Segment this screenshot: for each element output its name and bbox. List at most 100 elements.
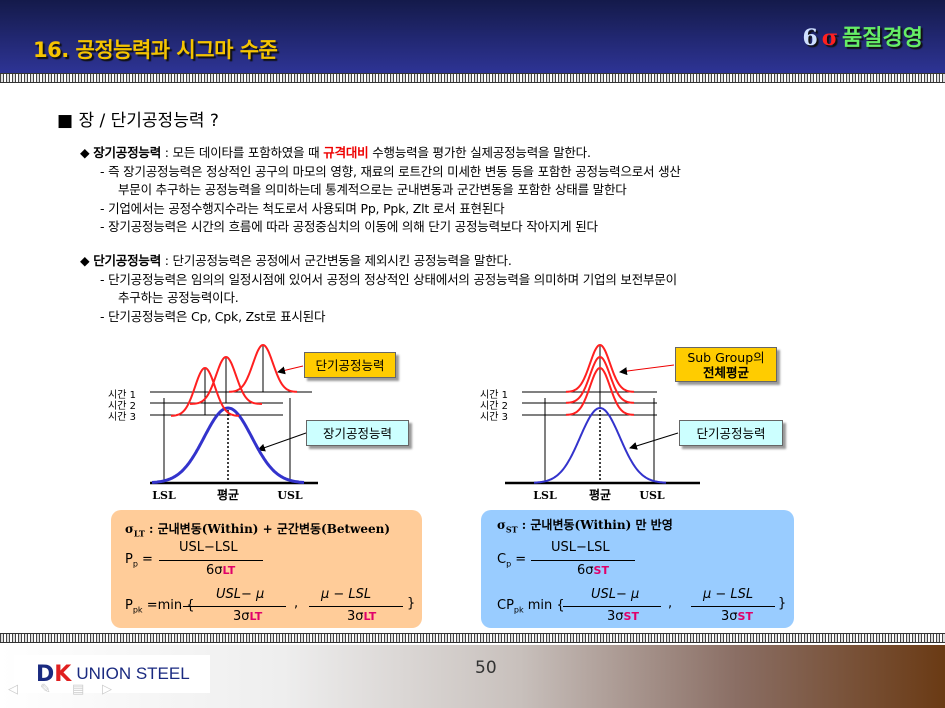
usl-label: USL: [277, 489, 303, 502]
eq: =: [511, 552, 527, 567]
time-label-2: 시간 2: [108, 400, 136, 412]
den: 6σ: [206, 563, 223, 578]
next-slide-icon[interactable]: ▷: [102, 682, 112, 697]
meander-border-top: [0, 73, 945, 83]
lsl-label: LSL: [533, 489, 557, 502]
cpk: CP: [497, 598, 514, 613]
fraction-bar: [183, 606, 286, 607]
pp-numerator: USL−LSL: [179, 540, 238, 555]
sigma: σ: [497, 518, 506, 532]
mean-label: 평균: [217, 488, 239, 502]
den: 6σ: [577, 563, 594, 578]
brace: }: [778, 596, 787, 611]
sigma-lt-desc: σLT : 군내변동(Within) + 군간변동(Between): [125, 520, 390, 538]
bullet-line: - 기업에서는 공정수행지수라는 척도로서 사용되며 Pp, Ppk, Zlt …: [100, 200, 505, 216]
sub: LT: [222, 564, 236, 577]
callout-arrow: [629, 432, 679, 450]
callout-line: 전체평균: [702, 364, 749, 380]
desc: : 군내변동(Within) 만 반영: [517, 518, 673, 532]
eq: =min {: [142, 598, 195, 613]
long-term-block: ◆ 장기공정능력 : 모든 데이타를 포함하였을 때 규격대비 수행능력을 평가…: [80, 144, 681, 237]
long-term-curve: [151, 406, 305, 484]
callout-arrow: [619, 364, 675, 376]
logo-dk: DK: [36, 662, 71, 687]
cp: C: [497, 552, 507, 567]
short-term-term: 단기공정능력: [93, 253, 161, 268]
cpk-den-2: 3σST: [721, 609, 753, 624]
callout-subgroup: Sub Group의 전체평균: [675, 347, 777, 382]
slide-header: [0, 0, 945, 74]
formula-box-long-term: σLT : 군내변동(Within) + 군간변동(Between) Pp = …: [111, 510, 422, 628]
short-term-block: ◆ 단기공정능력 : 단기공정능력은 공정에서 군간변동을 제외시킨 공정능력을…: [80, 252, 677, 326]
sub: LT: [363, 610, 377, 623]
fraction-bar: [691, 606, 775, 607]
long-term-term: 장기공정능력: [93, 145, 161, 160]
sub: p: [132, 559, 138, 569]
pp-label: Pp =: [125, 552, 153, 569]
slide-title: 16. 공정능력과 시그마 수준: [33, 38, 278, 62]
sub: LT: [249, 610, 263, 623]
den: 3σ: [721, 609, 738, 624]
cp-label: Cp =: [497, 552, 526, 569]
brand-6sigma: 6 σ 품질경영: [802, 20, 923, 52]
den: 3σ: [347, 609, 364, 624]
callout-short-term-right: 단기공정능력: [679, 420, 783, 446]
formula-box-short-term: σST : 군내변동(Within) 만 반영 Cp = USL−LSL 6σS…: [481, 510, 794, 628]
sub: ST: [737, 610, 753, 623]
logo-text: UNION STEEL: [76, 664, 190, 683]
sub: ST: [623, 610, 639, 623]
long-term-def: ◆ 장기공정능력 : 모든 데이타를 포함하였을 때 규격대비 수행능력을 평가…: [80, 145, 591, 160]
short-term-curve-3: [170, 366, 240, 417]
subgroup-curve-3: [565, 366, 635, 416]
time-label-3: 시간 3: [480, 411, 508, 423]
short-term-diagram: 시간 1 시간 2 시간 3 LSL 평균 USL: [480, 345, 700, 502]
short-term-curve-1: [228, 343, 298, 393]
cpk-num-1: USL− μ: [591, 587, 640, 602]
highlight-spec: 규격대비: [323, 145, 369, 160]
mean-label: 평균: [589, 488, 611, 502]
bullet-line: - 단기공정능력은 Cp, Cpk, Zst로 표시된다: [100, 308, 326, 324]
def-text: : 모든 데이타를 포함하였을 때: [161, 145, 324, 160]
ppk: P: [125, 598, 133, 613]
section-title: ■ 장 / 단기공정능력 ?: [57, 111, 219, 131]
usl-label: USL: [639, 489, 665, 502]
bullet-line: - 장기공정능력은 시간의 흐름에 따라 공정중심치의 이동에 의해 단기 공정…: [100, 219, 598, 235]
callout-long-term: 장기공정능력: [306, 420, 409, 446]
cpk-den-1: 3σST: [607, 609, 639, 624]
sigma-st-desc: σST : 군내변동(Within) 만 반영: [497, 516, 673, 534]
time-label-2: 시간 2: [480, 400, 508, 412]
menu-icon[interactable]: ▤: [72, 682, 85, 697]
sigma: σ: [125, 522, 134, 536]
cp-denominator: 6σST: [577, 563, 609, 578]
eq: =: [137, 552, 153, 567]
cp-numerator: USL−LSL: [551, 540, 610, 555]
logo-k: K: [54, 661, 72, 687]
logo-d: D: [36, 661, 55, 687]
subgroup-curve-1: [565, 343, 635, 393]
bullet-line: - 즉 장기공정능력은 정상적인 공구의 마모의 영향, 재료의 로트간의 미세…: [100, 163, 681, 179]
sub: LT: [133, 528, 145, 539]
cpk-num-2: μ − LSL: [703, 587, 754, 602]
sub: pk: [513, 605, 524, 615]
ppk-num-2: μ − LSL: [321, 587, 372, 602]
bullet-line: - 단기공정능력은 임의의 일정시점에 있어서 공정의 정상적인 상태에서의 공…: [100, 271, 677, 287]
fraction-bar: [159, 560, 263, 561]
page-number: 50: [475, 658, 497, 678]
comma: ,: [668, 596, 673, 611]
time-label-1: 시간 1: [108, 389, 136, 401]
ppk-den-2: 3σLT: [347, 609, 376, 624]
short-term-def: ◆ 단기공정능력 : 단기공정능력은 공정에서 군간변동을 제외시킨 공정능력을…: [80, 253, 512, 268]
comma: ,: [294, 596, 299, 611]
callout-line: Sub Group의: [687, 349, 765, 365]
short-term-curve-2: [190, 355, 262, 405]
pen-icon[interactable]: ✎: [40, 682, 51, 697]
desc: : 군내변동(Within) + 군간변동(Between): [144, 522, 391, 536]
den: 3σ: [607, 609, 624, 624]
brand-text: 품질경영: [842, 26, 923, 51]
callout-short-term: 단기공정능력: [304, 352, 396, 378]
eq: min {: [523, 598, 565, 613]
prev-slide-icon[interactable]: ◁: [8, 682, 18, 697]
union-steel-logo: DK UNION STEEL: [14, 655, 210, 693]
pp: P: [125, 552, 133, 567]
